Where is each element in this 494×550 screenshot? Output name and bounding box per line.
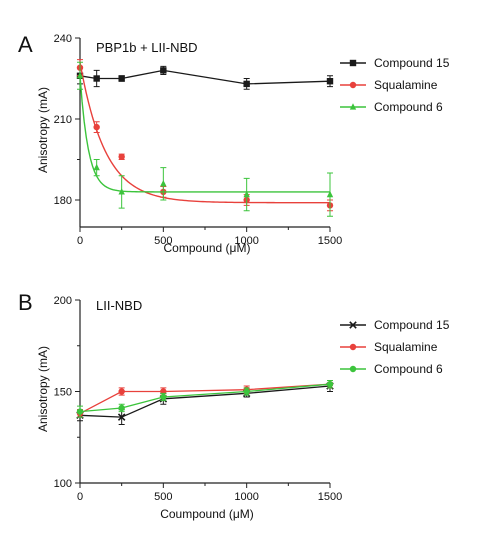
panel-b-title: LII-NBD — [96, 298, 142, 313]
panel-b-legend-label: Compound 15 — [374, 318, 450, 332]
panel-a-series-0-point — [93, 75, 100, 82]
panel-b-legend-label: Squalamine — [374, 340, 438, 354]
panel-a-series-2-fit-curve — [79, 75, 330, 193]
panel-a-series-1-point — [93, 123, 100, 131]
panel-b-series-1-line — [79, 383, 331, 415]
panel-a-legend-swatch-marker — [349, 59, 357, 67]
panel-a-series-0 — [76, 65, 334, 90]
panel-b-x-tick-label: 500 — [154, 491, 172, 503]
panel-b-y-tick-label: 200 — [54, 295, 72, 307]
panel-a-series-1-fit-curve — [79, 62, 330, 204]
panel-a-series-0-point — [160, 67, 167, 74]
panel-b-x-tick-label: 1500 — [318, 491, 342, 503]
panel-a-legend-label: Squalamine — [374, 78, 438, 92]
panel-a-x-tick-label: 1500 — [318, 235, 342, 247]
panel-a-series-2-point — [93, 163, 100, 171]
panel-a-x-tick-label: 1000 — [234, 235, 258, 247]
panel-a-series-2-point — [160, 180, 167, 187]
panel-a-plot: 180 210 240 0 500 1000 1500 — [54, 33, 343, 247]
panel-b-legend-swatch-marker — [349, 365, 357, 373]
panel-b-series-2-point — [118, 404, 125, 412]
panel-a-title: PBP1b + LII-NBD — [96, 40, 198, 55]
panel-b-plot: 100 150 200 0 500 1000 1500 — [54, 295, 343, 503]
panel-a-series-2 — [76, 61, 334, 217]
panel-a-letter: A — [18, 32, 33, 57]
panel-b-xlabel: Coumpound (μM) — [160, 507, 254, 521]
panel-a-series-0-point — [118, 75, 125, 82]
panel-a-x-tick-label: 0 — [77, 235, 83, 247]
panel-a-y-tick-label: 180 — [54, 195, 72, 207]
panel-a-y-tick-label: 240 — [54, 33, 72, 45]
panel-a-xlabel: Compound (μM) — [164, 241, 251, 255]
panel-b-series-2-line — [79, 383, 331, 413]
panel-a-series-0-point — [243, 80, 250, 88]
panel-a-legend-label: Compound 6 — [374, 100, 443, 114]
panel-b-series-1 — [76, 380, 334, 418]
panel-a-series-2-point — [243, 190, 250, 198]
panel-b-x-tick-label: 0 — [77, 491, 83, 503]
panel-a-x-tick-label: 500 — [154, 235, 172, 247]
panel-b-series-2-point — [76, 408, 84, 415]
panel-a-legend-label: Compound 15 — [374, 56, 450, 70]
panel-b-series-1-point — [118, 388, 125, 395]
panel-a-series-1-point — [118, 153, 125, 160]
panel-a-series-2-point — [326, 190, 334, 198]
panel-b-series-0-point — [117, 413, 126, 421]
panel-b-legend-label: Compound 6 — [374, 362, 443, 376]
panel-a-series-0-point — [326, 78, 334, 85]
panel-a-legend-swatch-marker — [349, 103, 357, 110]
panel-a-series-2-point — [76, 72, 84, 79]
panel-b-letter: B — [18, 290, 33, 315]
panel-b-legend-swatch-marker — [349, 321, 357, 329]
panel-b-series-2-point — [160, 393, 167, 401]
panel-b-legend: Compound 15 Squalamine Compound 6 — [340, 318, 450, 376]
panel-b-series-2-point — [326, 380, 334, 388]
panel-b: B LII-NBD 100 150 200 0 500 1000 1500 Coumpoun… — [18, 290, 450, 521]
panel-b-x-tick-label: 1000 — [234, 491, 258, 503]
panel-b-legend-swatch-marker — [349, 343, 357, 351]
panel-b-ylabel: Anisotropy (mA) — [36, 346, 50, 432]
panel-a-series-0-line — [79, 69, 331, 85]
panel-a-legend-swatch-marker — [349, 81, 357, 89]
panel-b-series-2-point — [243, 388, 250, 395]
panel-a-legend: Compound 15 Squalamine Compound 6 — [340, 56, 450, 114]
panel-a-ylabel: Anisotropy (mA) — [36, 87, 50, 173]
panel-b-y-tick-label: 150 — [54, 387, 72, 399]
panel-b-series-2 — [76, 380, 334, 418]
panel-a-y-tick-label: 210 — [54, 114, 72, 126]
panel-b-y-tick-label: 100 — [54, 478, 72, 490]
panel-a-series-2-point — [118, 188, 125, 195]
